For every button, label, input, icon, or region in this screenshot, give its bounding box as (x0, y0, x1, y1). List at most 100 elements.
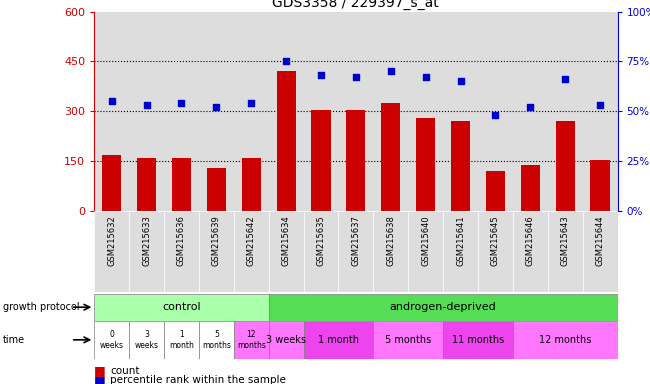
Bar (207, 168, 226, 211)
FancyBboxPatch shape (339, 211, 373, 292)
Bar (346, 110, 365, 211)
Point (385, 68, 396, 74)
Text: GSM215636: GSM215636 (177, 215, 186, 266)
FancyBboxPatch shape (94, 294, 268, 321)
Bar (521, 165, 540, 211)
Point (176, 100, 187, 106)
Text: GSM215642: GSM215642 (247, 215, 255, 266)
Text: GSM215633: GSM215633 (142, 215, 151, 266)
Bar (199, 12, 234, 211)
Bar (548, 12, 582, 211)
Bar (339, 12, 373, 211)
FancyBboxPatch shape (129, 211, 164, 292)
Bar (234, 12, 268, 211)
Text: GSM215632: GSM215632 (107, 215, 116, 266)
Text: growth protocol: growth protocol (3, 302, 80, 312)
FancyBboxPatch shape (548, 211, 582, 292)
Text: GSM215643: GSM215643 (561, 215, 569, 266)
Text: GSM215638: GSM215638 (386, 215, 395, 266)
Text: GSM215644: GSM215644 (595, 215, 604, 266)
Bar (137, 158, 156, 211)
Point (455, 78, 465, 84)
FancyBboxPatch shape (513, 211, 548, 292)
Text: GSM215640: GSM215640 (421, 215, 430, 266)
FancyBboxPatch shape (199, 321, 234, 359)
Bar (242, 158, 261, 211)
Text: control: control (162, 302, 201, 312)
FancyBboxPatch shape (373, 321, 443, 359)
Text: GSM215641: GSM215641 (456, 215, 465, 266)
FancyBboxPatch shape (234, 321, 268, 359)
FancyBboxPatch shape (164, 211, 199, 292)
Text: 11 months: 11 months (452, 335, 504, 345)
Bar (94, 12, 129, 211)
Point (316, 72, 326, 78)
FancyBboxPatch shape (582, 211, 617, 292)
Point (560, 76, 571, 83)
Bar (513, 12, 548, 211)
Point (421, 74, 431, 81)
Text: 0
weeks: 0 weeks (99, 330, 124, 349)
Bar (556, 121, 575, 211)
Bar (478, 12, 513, 211)
Text: count: count (111, 366, 140, 376)
Point (351, 74, 361, 81)
FancyBboxPatch shape (443, 211, 478, 292)
Bar (311, 110, 331, 211)
Text: ■: ■ (94, 374, 110, 384)
FancyBboxPatch shape (304, 211, 339, 292)
Bar (381, 103, 400, 211)
Text: 1
month: 1 month (169, 330, 194, 349)
FancyBboxPatch shape (443, 321, 513, 359)
Point (490, 112, 501, 118)
Text: 3
weeks: 3 weeks (135, 330, 159, 349)
FancyBboxPatch shape (408, 211, 443, 292)
FancyBboxPatch shape (129, 321, 164, 359)
Title: GDS3358 / 229397_s_at: GDS3358 / 229397_s_at (272, 0, 439, 10)
Bar (486, 171, 505, 211)
Bar (408, 12, 443, 211)
Text: GSM215646: GSM215646 (526, 215, 535, 266)
Bar (164, 12, 199, 211)
Bar (443, 12, 478, 211)
Text: GSM215639: GSM215639 (212, 215, 221, 266)
Point (246, 100, 256, 106)
Bar (268, 12, 304, 211)
FancyBboxPatch shape (234, 211, 268, 292)
Point (525, 104, 536, 111)
FancyBboxPatch shape (478, 211, 513, 292)
Point (281, 58, 291, 65)
Bar (304, 12, 339, 211)
Bar (172, 158, 191, 211)
Bar (416, 118, 436, 211)
Text: 5 months: 5 months (385, 335, 432, 345)
Text: androgen-deprived: androgen-deprived (390, 302, 497, 312)
Text: 12 months: 12 months (539, 335, 592, 345)
Text: GSM215645: GSM215645 (491, 215, 500, 266)
FancyBboxPatch shape (94, 321, 129, 359)
Text: GSM215635: GSM215635 (317, 215, 326, 266)
FancyBboxPatch shape (513, 321, 618, 359)
FancyBboxPatch shape (94, 211, 129, 292)
FancyBboxPatch shape (164, 321, 199, 359)
Text: 12
months: 12 months (237, 330, 266, 349)
Text: GSM215634: GSM215634 (281, 215, 291, 266)
Point (211, 104, 222, 111)
Bar (373, 12, 408, 211)
Bar (276, 71, 296, 211)
FancyBboxPatch shape (304, 321, 373, 359)
FancyBboxPatch shape (268, 211, 304, 292)
Bar (582, 12, 617, 211)
Bar (129, 12, 164, 211)
Text: ■: ■ (94, 364, 110, 377)
Point (141, 102, 151, 108)
Text: 3 weeks: 3 weeks (266, 335, 306, 345)
Text: time: time (3, 335, 25, 345)
Text: 5
months: 5 months (202, 330, 231, 349)
Bar (451, 121, 470, 211)
Point (595, 102, 605, 108)
Bar (590, 160, 610, 211)
Bar (102, 155, 122, 211)
Text: GSM215637: GSM215637 (352, 215, 360, 266)
FancyBboxPatch shape (199, 211, 234, 292)
